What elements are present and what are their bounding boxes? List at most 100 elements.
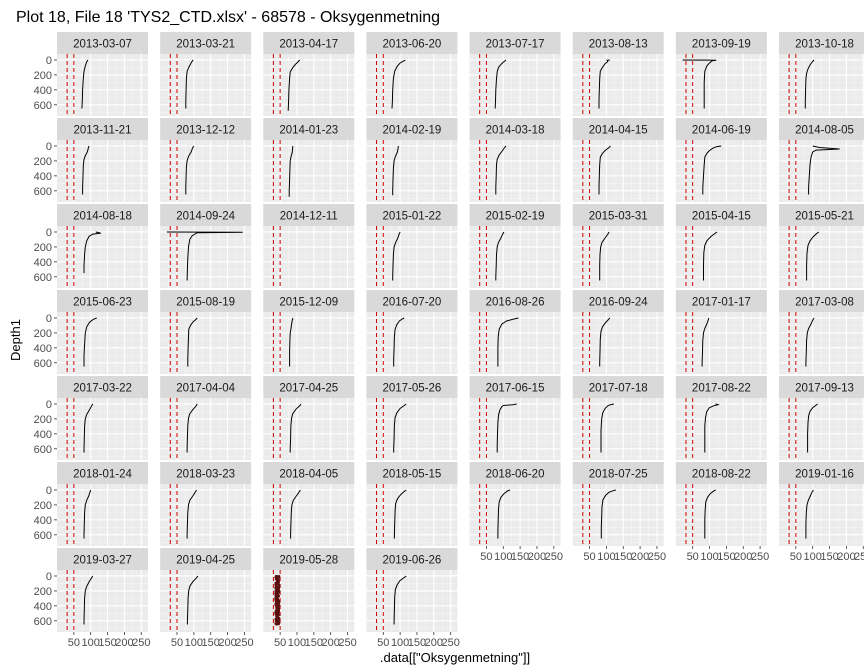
facet-label: 2017-04-25: [279, 383, 338, 395]
facet-label: 2018-03-23: [176, 469, 235, 481]
panel-background: [469, 312, 561, 374]
x-tick-label: 200: [218, 637, 236, 649]
x-tick-label: 200: [631, 551, 649, 563]
y-tick-label: 400: [34, 343, 52, 355]
profile-line: [682, 59, 717, 109]
facet-panel: 2015-04-15: [675, 204, 767, 288]
facet-label: 2018-08-22: [692, 469, 751, 481]
facet-label: 2019-04-25: [176, 555, 235, 567]
facet-label: 2014-02-19: [383, 125, 442, 137]
scatter-point: [275, 587, 279, 590]
facet-label: 2018-06-20: [486, 469, 545, 481]
profile-line: [804, 59, 815, 109]
panel-background: [160, 570, 252, 632]
profile-line: [805, 317, 815, 367]
panel-background: [469, 226, 561, 288]
facet-strip: [160, 118, 252, 140]
x-tick-label: 50: [274, 637, 286, 649]
panel-background: [366, 140, 458, 202]
x-tick-label: 250: [545, 551, 563, 563]
profile-line: [494, 59, 507, 109]
x-tick-label: 100: [82, 637, 100, 649]
x-tick-label: 250: [132, 637, 150, 649]
profile-line: [83, 489, 92, 539]
x-tick-label: 50: [687, 551, 699, 563]
facet-label: 2017-09-13: [795, 383, 854, 395]
y-tick-label: 400: [34, 601, 52, 613]
panel-background: [675, 226, 767, 288]
facet-label: 2015-02-19: [486, 211, 545, 223]
facet-strip: [263, 290, 355, 312]
profile-line: [599, 317, 611, 367]
scatter-point: [275, 623, 278, 626]
scatter-point: [277, 591, 280, 594]
facet-label: 2014-12-11: [280, 211, 338, 223]
profile-line: [701, 317, 710, 367]
x-tick-label: 50: [68, 637, 80, 649]
facet-label: 2017-07-18: [589, 383, 648, 395]
facet-label: 2015-06-23: [73, 297, 132, 309]
facet-strip: [675, 376, 767, 398]
facet-panel: 2019-05-28: [263, 548, 355, 632]
panel-background: [572, 54, 664, 116]
panel-background: [57, 484, 148, 546]
panel-background: [366, 54, 458, 116]
facet-panel: 2018-04-05: [263, 462, 355, 546]
panel-background: [160, 398, 252, 460]
scatter-point: [277, 622, 280, 625]
y-tick-label: 0: [46, 227, 52, 239]
scatter-point: [274, 576, 277, 579]
scatter-point: [278, 618, 281, 621]
y-tick-label: 600: [34, 272, 52, 284]
facet-panel: 2016-09-24: [572, 290, 664, 374]
facet-strip: [57, 32, 148, 54]
x-tick-label: 100: [288, 637, 306, 649]
facet-panel: 2019-01-16: [778, 462, 864, 546]
facet-label: 2014-08-18: [73, 211, 132, 223]
profile-line: [704, 489, 716, 539]
y-tick-label: 400: [34, 515, 52, 527]
facet-label: 2014-09-24: [176, 211, 235, 223]
y-tick-label: 400: [34, 85, 52, 97]
facet-strip: [675, 462, 767, 484]
y-axis-title: Depth1: [8, 319, 23, 361]
facet-label: 2017-04-04: [176, 383, 235, 395]
facet-panel: 2013-11-21 0 200 400 600: [34, 118, 148, 202]
y-tick-label: 200: [34, 586, 52, 598]
facet-strip: [160, 204, 252, 226]
facet-panel: 2017-09-13: [778, 376, 864, 460]
facet-label: 2014-08-05: [795, 125, 854, 137]
y-tick-label: 0: [46, 399, 52, 411]
facet-panel: 2014-02-19: [366, 118, 458, 202]
profile-line: [83, 403, 94, 453]
facet-label: 2015-12-09: [279, 297, 338, 309]
facet-panel: 2014-08-05: [778, 118, 864, 202]
profile-line: [187, 317, 198, 367]
panel-background: [57, 226, 148, 288]
scatter-point: [278, 575, 281, 578]
scatter-point: [276, 594, 280, 597]
facet-panel: 2014-08-18 0 200 400 600: [34, 204, 148, 288]
x-tick-label: 50: [583, 551, 595, 563]
facet-strip: [778, 118, 864, 140]
facet-panel: 2013-08-13: [572, 32, 664, 116]
facet-panel: 2013-04-17: [263, 32, 355, 116]
profile-line: [83, 575, 94, 625]
x-tick-label: 150: [717, 551, 735, 563]
panel-background: [675, 484, 767, 546]
y-tick-label: 200: [34, 328, 52, 340]
y-tick-label: 200: [34, 242, 52, 254]
facet-label: 2019-05-28: [279, 555, 338, 567]
facet-panel: 2018-03-23: [160, 462, 252, 546]
y-tick-label: 600: [34, 186, 52, 198]
y-tick-label: 0: [46, 55, 52, 67]
profile-line: [186, 403, 198, 453]
facet-strip: [263, 204, 355, 226]
x-tick-label: 250: [648, 551, 666, 563]
profile-line: [807, 403, 818, 453]
facet-strip: [263, 462, 355, 484]
